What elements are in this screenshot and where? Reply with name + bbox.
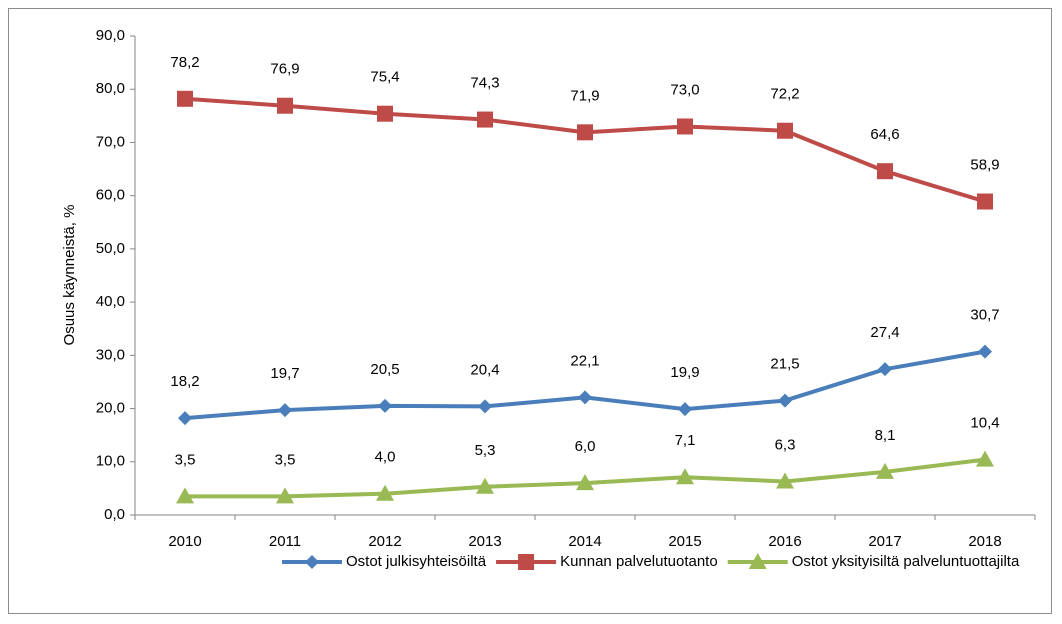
data-label: 8,1 (875, 427, 896, 444)
y-tick-label: 20,0 (96, 400, 125, 417)
x-tick-label: 2011 (269, 533, 301, 550)
marker (748, 553, 767, 569)
marker (278, 403, 292, 418)
y-tick-label: 40,0 (96, 293, 125, 310)
x-tick-label: 2013 (468, 533, 501, 550)
data-label: 73,0 (670, 81, 699, 98)
data-label: 75,4 (370, 69, 399, 86)
y-tick-label: 60,0 (96, 187, 125, 204)
data-label: 10,4 (970, 415, 999, 432)
marker (778, 393, 792, 408)
x-tick-label: 2017 (868, 533, 901, 550)
y-tick-label: 0,0 (104, 506, 125, 523)
marker (976, 450, 994, 467)
marker (177, 90, 193, 107)
marker (518, 554, 535, 570)
marker (578, 390, 592, 405)
data-label: 19,9 (670, 364, 699, 381)
marker (378, 398, 392, 413)
marker (977, 193, 993, 210)
legend-label: Ostot julkisyhteisöiltä (346, 553, 487, 570)
data-label: 6,0 (575, 438, 596, 455)
legend-label: Ostot yksityisiltä palveluntuottajilta (792, 553, 1020, 570)
x-tick-label: 2012 (368, 533, 401, 550)
data-label: 4,0 (375, 449, 396, 466)
data-label: 27,4 (870, 324, 899, 341)
marker (676, 468, 694, 485)
marker (377, 105, 393, 122)
marker (677, 118, 693, 135)
data-label: 18,2 (170, 373, 199, 390)
marker (178, 411, 192, 426)
marker (305, 555, 319, 569)
marker (876, 462, 894, 479)
marker (577, 124, 593, 141)
data-label: 74,3 (470, 75, 499, 92)
data-label: 72,2 (770, 86, 799, 103)
x-tick-label: 2014 (568, 533, 601, 550)
data-label: 22,1 (570, 352, 599, 369)
data-label: 3,5 (275, 451, 296, 468)
marker (777, 122, 793, 139)
marker (576, 474, 594, 491)
marker (776, 472, 794, 489)
marker (678, 402, 692, 417)
data-label: 78,2 (170, 54, 199, 71)
chart-border (8, 8, 1052, 614)
y-tick-label: 30,0 (96, 346, 125, 363)
data-label: 3,5 (175, 451, 196, 468)
marker (978, 344, 992, 359)
data-label: 20,4 (470, 361, 499, 378)
data-label: 76,9 (270, 61, 299, 78)
marker (376, 484, 394, 501)
x-tick-label: 2016 (768, 533, 801, 550)
data-label: 30,7 (970, 307, 999, 324)
data-label: 19,7 (270, 365, 299, 382)
marker (877, 163, 893, 180)
data-label: 5,3 (475, 442, 496, 459)
data-label: 7,1 (675, 432, 696, 449)
x-tick-label: 2010 (168, 533, 201, 550)
data-label: 21,5 (770, 356, 799, 373)
data-label: 58,9 (970, 156, 999, 173)
marker (878, 362, 892, 377)
marker (277, 97, 293, 114)
marker (477, 111, 493, 128)
data-label: 20,5 (370, 361, 399, 378)
y-tick-label: 70,0 (96, 133, 125, 150)
y-tick-label: 50,0 (96, 240, 125, 257)
data-label: 71,9 (570, 87, 599, 104)
x-tick-label: 2015 (668, 533, 701, 550)
y-tick-label: 90,0 (96, 27, 125, 44)
marker (478, 399, 492, 414)
marker (276, 487, 294, 504)
marker (176, 487, 194, 504)
y-axis-label: Osuus käynneistä, % (61, 205, 78, 346)
legend-label: Kunnan palvelutuotanto (560, 553, 718, 570)
data-label: 64,6 (870, 126, 899, 143)
marker (476, 477, 494, 494)
x-tick-label: 2018 (968, 533, 1001, 550)
data-label: 6,3 (775, 436, 796, 453)
y-tick-label: 10,0 (96, 453, 125, 470)
y-tick-label: 80,0 (96, 80, 125, 97)
